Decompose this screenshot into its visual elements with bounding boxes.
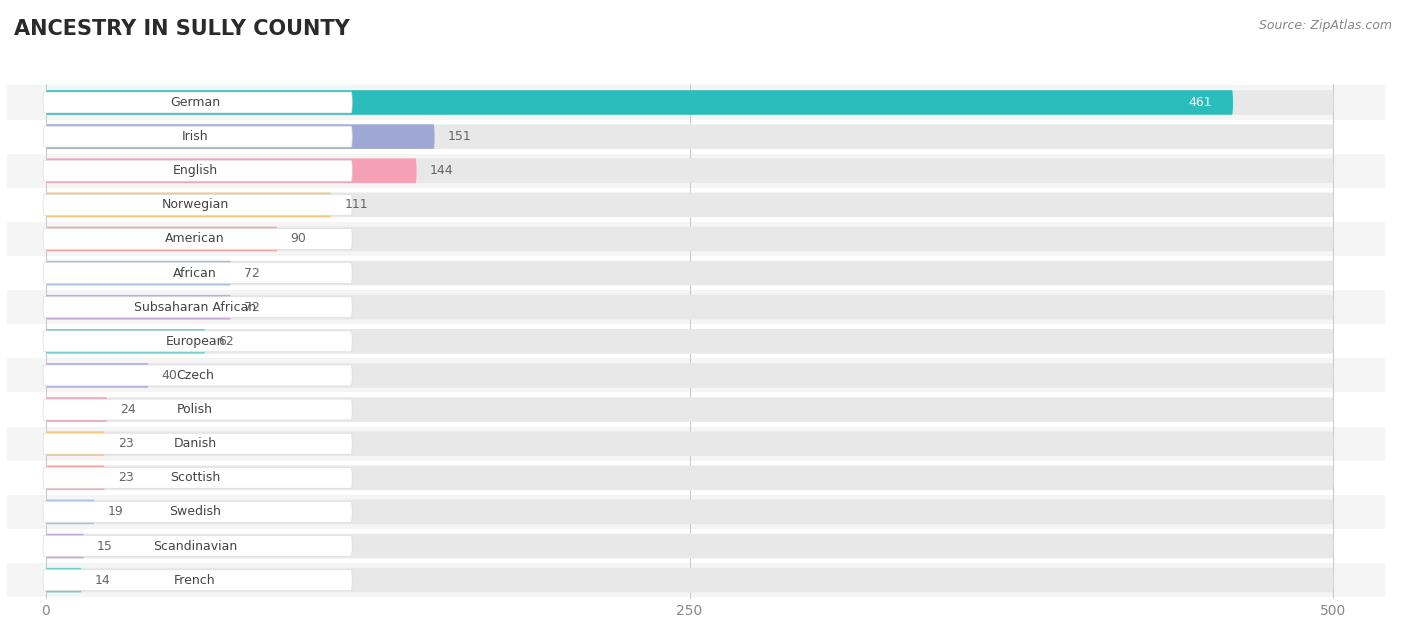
FancyBboxPatch shape bbox=[45, 329, 205, 354]
FancyBboxPatch shape bbox=[44, 433, 352, 454]
Text: 23: 23 bbox=[118, 471, 134, 484]
FancyBboxPatch shape bbox=[45, 568, 1333, 592]
Bar bbox=[7, 392, 1385, 426]
FancyBboxPatch shape bbox=[45, 363, 1333, 388]
Text: German: German bbox=[170, 96, 221, 109]
Bar bbox=[7, 426, 1385, 460]
Text: 23: 23 bbox=[118, 437, 134, 450]
Text: 19: 19 bbox=[107, 506, 124, 518]
FancyBboxPatch shape bbox=[45, 158, 416, 183]
Text: 14: 14 bbox=[94, 574, 110, 587]
FancyBboxPatch shape bbox=[45, 329, 1333, 354]
Text: Irish: Irish bbox=[181, 130, 208, 143]
FancyBboxPatch shape bbox=[45, 295, 1333, 319]
FancyBboxPatch shape bbox=[45, 431, 1333, 456]
Bar bbox=[7, 325, 1385, 358]
FancyBboxPatch shape bbox=[44, 160, 352, 181]
Text: Czech: Czech bbox=[176, 369, 214, 382]
Text: Scottish: Scottish bbox=[170, 471, 221, 484]
FancyBboxPatch shape bbox=[45, 90, 1333, 115]
Bar bbox=[7, 529, 1385, 563]
Bar bbox=[7, 154, 1385, 188]
FancyBboxPatch shape bbox=[45, 261, 1333, 285]
Text: 461: 461 bbox=[1188, 96, 1212, 109]
FancyBboxPatch shape bbox=[44, 468, 352, 488]
FancyBboxPatch shape bbox=[45, 363, 149, 388]
Text: 144: 144 bbox=[429, 164, 453, 177]
Text: Source: ZipAtlas.com: Source: ZipAtlas.com bbox=[1258, 19, 1392, 32]
FancyBboxPatch shape bbox=[45, 158, 1333, 183]
Text: English: English bbox=[173, 164, 218, 177]
FancyBboxPatch shape bbox=[45, 124, 1333, 149]
Bar bbox=[7, 358, 1385, 392]
FancyBboxPatch shape bbox=[44, 92, 352, 113]
Text: 151: 151 bbox=[447, 130, 471, 143]
FancyBboxPatch shape bbox=[44, 297, 352, 317]
Text: Scandinavian: Scandinavian bbox=[153, 540, 238, 553]
FancyBboxPatch shape bbox=[45, 227, 277, 251]
Text: Polish: Polish bbox=[177, 403, 214, 416]
FancyBboxPatch shape bbox=[45, 466, 105, 490]
FancyBboxPatch shape bbox=[44, 229, 352, 249]
FancyBboxPatch shape bbox=[44, 331, 352, 352]
FancyBboxPatch shape bbox=[44, 194, 352, 215]
FancyBboxPatch shape bbox=[45, 500, 1333, 524]
FancyBboxPatch shape bbox=[44, 365, 352, 386]
FancyBboxPatch shape bbox=[45, 500, 94, 524]
FancyBboxPatch shape bbox=[44, 399, 352, 420]
FancyBboxPatch shape bbox=[44, 263, 352, 283]
Text: American: American bbox=[166, 232, 225, 245]
FancyBboxPatch shape bbox=[45, 466, 1333, 490]
Bar bbox=[7, 460, 1385, 495]
FancyBboxPatch shape bbox=[45, 431, 105, 456]
Text: 72: 72 bbox=[245, 301, 260, 314]
Text: Subsaharan African: Subsaharan African bbox=[134, 301, 256, 314]
FancyBboxPatch shape bbox=[44, 570, 352, 591]
FancyBboxPatch shape bbox=[45, 295, 231, 319]
Bar bbox=[7, 222, 1385, 256]
Bar bbox=[7, 290, 1385, 325]
Text: African: African bbox=[173, 267, 217, 279]
Text: Swedish: Swedish bbox=[169, 506, 221, 518]
FancyBboxPatch shape bbox=[45, 90, 1233, 115]
Bar bbox=[7, 86, 1385, 120]
Text: 90: 90 bbox=[290, 232, 307, 245]
FancyBboxPatch shape bbox=[45, 227, 1333, 251]
FancyBboxPatch shape bbox=[44, 502, 352, 522]
FancyBboxPatch shape bbox=[45, 534, 1333, 558]
Bar bbox=[7, 188, 1385, 222]
FancyBboxPatch shape bbox=[45, 568, 82, 592]
FancyBboxPatch shape bbox=[44, 536, 352, 556]
Text: 72: 72 bbox=[245, 267, 260, 279]
Text: French: French bbox=[174, 574, 217, 587]
Text: 62: 62 bbox=[218, 335, 233, 348]
Bar bbox=[7, 495, 1385, 529]
Bar bbox=[7, 120, 1385, 154]
Text: European: European bbox=[166, 335, 225, 348]
FancyBboxPatch shape bbox=[45, 397, 107, 422]
Bar bbox=[7, 256, 1385, 290]
Text: 15: 15 bbox=[97, 540, 112, 553]
FancyBboxPatch shape bbox=[45, 397, 1333, 422]
Text: 24: 24 bbox=[121, 403, 136, 416]
Text: 111: 111 bbox=[344, 198, 368, 211]
FancyBboxPatch shape bbox=[45, 193, 332, 217]
Text: 40: 40 bbox=[162, 369, 177, 382]
FancyBboxPatch shape bbox=[45, 261, 231, 285]
FancyBboxPatch shape bbox=[45, 124, 434, 149]
FancyBboxPatch shape bbox=[45, 534, 84, 558]
Text: Norwegian: Norwegian bbox=[162, 198, 229, 211]
Bar bbox=[7, 563, 1385, 597]
FancyBboxPatch shape bbox=[44, 126, 352, 147]
FancyBboxPatch shape bbox=[45, 193, 1333, 217]
Text: ANCESTRY IN SULLY COUNTY: ANCESTRY IN SULLY COUNTY bbox=[14, 19, 350, 39]
Text: Danish: Danish bbox=[173, 437, 217, 450]
